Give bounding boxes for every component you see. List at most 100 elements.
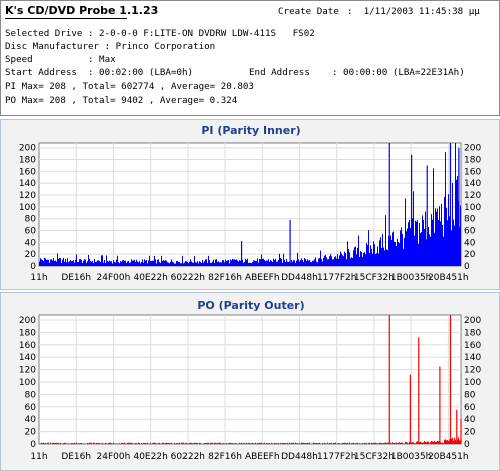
- po-bar: [421, 442, 422, 444]
- pi-bar: [134, 259, 135, 266]
- pi-y-tick-label-left: 120: [19, 191, 36, 201]
- pi-bar: [139, 260, 140, 266]
- pi-x-tick-label: 15CF32h: [354, 273, 394, 283]
- pi-bar: [219, 262, 220, 266]
- pi-bar: [232, 258, 233, 266]
- pi-bar: [95, 261, 96, 266]
- pi-x-tick-label: DD448h: [281, 273, 318, 283]
- pi-bar: [196, 262, 197, 266]
- pi-bar: [362, 256, 363, 266]
- po-bar: [155, 442, 156, 444]
- po-bar: [217, 442, 218, 444]
- po-bar: [214, 442, 215, 444]
- pi-bar: [441, 203, 442, 266]
- pi-bar: [336, 258, 337, 266]
- po-bar: [59, 443, 60, 444]
- po-bar: [90, 442, 91, 444]
- pi-bar: [297, 252, 298, 266]
- po-bar: [271, 442, 272, 444]
- pi-bar: [387, 250, 388, 266]
- po-bar: [334, 442, 335, 444]
- po-bar: [175, 443, 176, 444]
- po-x-tick-label: 60222h: [171, 452, 205, 462]
- po-bar: [262, 443, 263, 444]
- pi-bar: [425, 211, 426, 266]
- po-bar: [452, 437, 453, 444]
- pi-bar: [179, 262, 180, 266]
- pi-bar: [390, 235, 391, 266]
- po-bar: [349, 442, 350, 444]
- pi-y-tick-label-left: 20: [25, 250, 37, 260]
- po-x-tick-label: 24F00h: [97, 452, 131, 462]
- po-stats-text: PO Max= 208 , Total= 9402 , Average= 0.3…: [5, 95, 238, 106]
- pi-bar: [249, 262, 250, 266]
- po-bar: [174, 442, 175, 444]
- pi-bar: [119, 263, 120, 266]
- po-bar: [75, 443, 76, 444]
- po-bar: [183, 442, 184, 444]
- pi-bar: [73, 260, 74, 266]
- po-bar: [402, 442, 403, 444]
- po-y-tick-label-right: 200: [464, 316, 481, 326]
- po-bar: [458, 437, 459, 444]
- po-bar: [301, 442, 302, 444]
- po-bar: [110, 442, 111, 444]
- po-bar: [204, 442, 205, 444]
- pi-bar: [435, 208, 436, 266]
- po-bar: [255, 442, 256, 444]
- pi-bar: [415, 220, 416, 266]
- po-bar: [128, 442, 129, 444]
- pi-bar: [113, 260, 114, 266]
- po-bar: [449, 439, 450, 444]
- po-bar: [278, 443, 279, 444]
- pi-bar: [307, 259, 308, 266]
- po-bar: [373, 442, 374, 444]
- pi-bar: [436, 211, 437, 266]
- po-bar: [89, 442, 90, 444]
- pi-bar: [244, 261, 245, 266]
- pi-bar: [198, 263, 199, 266]
- po-y-tick-label-right: 0: [464, 440, 470, 450]
- po-bar: [390, 442, 391, 444]
- po-bar: [200, 443, 201, 444]
- po-bar: [356, 443, 357, 444]
- pi-bar: [293, 260, 294, 266]
- pi-bar: [391, 240, 392, 266]
- title-underline: [5, 18, 127, 19]
- pi-bar: [159, 262, 160, 266]
- po-bar: [216, 443, 217, 444]
- pi-bar: [447, 220, 448, 266]
- pi-bar: [217, 262, 218, 266]
- app-title: K's CD/DVD Probe 1.1.23: [5, 4, 159, 17]
- po-x-tick-label: 1177F2h: [317, 452, 357, 462]
- pi-bar: [125, 260, 126, 266]
- po-bar: [189, 442, 190, 444]
- pi-bar: [68, 262, 69, 266]
- pi-bar: [329, 256, 330, 266]
- po-bar: [168, 442, 169, 444]
- po-bar: [338, 442, 339, 444]
- pi-y-tick-label-right: 140: [464, 179, 481, 189]
- po-plot-area: [38, 314, 462, 445]
- po-bar: [162, 442, 163, 444]
- pi-y-tick-label-right: 60: [464, 227, 476, 237]
- po-bar: [235, 442, 236, 444]
- po-bar: [289, 442, 290, 444]
- pi-bar: [194, 255, 195, 266]
- pi-bar: [188, 263, 189, 266]
- po-bar: [56, 442, 57, 444]
- po-bar: [441, 442, 442, 444]
- pi-bar: [325, 254, 326, 266]
- pi-bar: [317, 262, 318, 266]
- po-y-tick-label-right: 120: [464, 366, 481, 376]
- pi-bar: [380, 237, 381, 266]
- po-bar: [121, 442, 122, 444]
- pi-bar: [453, 219, 454, 266]
- po-y-tick-label-left: 180: [19, 328, 36, 338]
- pi-bar: [277, 261, 278, 266]
- pi-bar: [177, 261, 178, 266]
- po-bar: [322, 443, 323, 444]
- po-bar: [284, 443, 285, 444]
- pi-bar: [360, 251, 361, 266]
- po-bar: [330, 443, 331, 444]
